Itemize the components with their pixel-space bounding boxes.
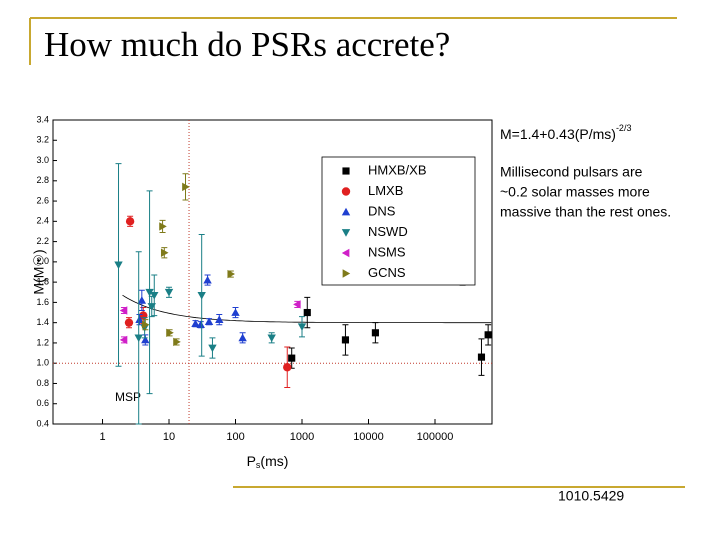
point xyxy=(238,333,247,342)
formula: M=1.4+0.43(P/ms)-2/3 xyxy=(500,123,631,141)
formula-sup: -2/3 xyxy=(616,123,632,133)
y-tick-label: 1.0 xyxy=(36,358,49,368)
legend-marker xyxy=(341,207,351,216)
legend-label: NSWD xyxy=(368,224,408,239)
msp-label: MSP xyxy=(115,390,141,404)
point xyxy=(303,308,311,317)
point xyxy=(477,353,486,361)
point xyxy=(203,275,212,284)
slide-title: How much do PSRs accrete? xyxy=(44,25,450,64)
y-tick-label: 3.0 xyxy=(36,155,49,165)
y-tick-label: 1.2 xyxy=(36,337,49,347)
x-label-sub: s xyxy=(256,460,261,470)
y-tick-label: 3.4 xyxy=(36,114,49,124)
point xyxy=(141,320,150,329)
legend-marker xyxy=(341,229,351,237)
x-tick-label: 100 xyxy=(226,431,244,443)
x-tick-label: 100000 xyxy=(417,431,454,443)
point xyxy=(293,300,301,309)
point xyxy=(227,269,236,279)
y-tick-label: 1.6 xyxy=(36,297,49,307)
y-tick-label: 3.2 xyxy=(36,135,49,145)
point xyxy=(231,308,240,316)
y-tick-label: 2.0 xyxy=(36,256,49,266)
y-tick-label: 0.4 xyxy=(36,418,49,428)
point xyxy=(164,288,174,297)
legend-label: HMXB/XB xyxy=(368,162,427,177)
x-tick-label: 1 xyxy=(99,431,105,443)
legend-marker xyxy=(342,269,351,278)
point xyxy=(196,320,205,329)
y-tick-label: 0.6 xyxy=(36,398,49,408)
y-tick-label: 2.8 xyxy=(36,175,49,185)
legend-marker xyxy=(341,187,351,196)
point xyxy=(119,335,128,345)
point xyxy=(137,296,147,304)
reference: 1010.5429 xyxy=(558,488,624,504)
point xyxy=(484,331,492,339)
y-tick-label: 1.4 xyxy=(36,317,49,327)
point xyxy=(141,335,150,344)
y-axis-label: M(M☉) xyxy=(31,249,47,294)
plot-area xyxy=(52,119,493,425)
point xyxy=(191,319,200,328)
y-tick-label: 2.2 xyxy=(36,236,49,246)
point xyxy=(297,323,307,331)
point xyxy=(125,217,135,226)
point xyxy=(267,334,276,343)
note-line: Millisecond pulsars are xyxy=(500,164,643,180)
formula-main: M=1.4+0.43(P/ms) xyxy=(500,126,616,142)
point xyxy=(150,291,159,300)
point xyxy=(134,334,143,343)
point xyxy=(204,317,214,326)
legend-label: LMXB xyxy=(368,183,403,198)
legend-label: GCNS xyxy=(368,265,406,280)
point xyxy=(160,248,169,257)
point xyxy=(197,291,206,300)
y-tick-label: 2.4 xyxy=(36,216,49,226)
x-tick-label: 10000 xyxy=(353,431,384,443)
point xyxy=(371,329,379,337)
point xyxy=(283,363,292,372)
x-tick-label: 10 xyxy=(163,431,175,443)
y-tick-label: 0.8 xyxy=(36,378,49,388)
legend-marker xyxy=(342,167,350,175)
x-label-rest: (ms) xyxy=(260,453,288,469)
point xyxy=(173,337,181,347)
point xyxy=(124,318,134,327)
x-tick-label: 1000 xyxy=(290,431,314,443)
point xyxy=(135,315,144,323)
point xyxy=(208,344,217,353)
y-tick-label: 2.6 xyxy=(36,195,49,205)
point xyxy=(114,261,123,270)
x-label-main: P xyxy=(247,453,256,469)
point xyxy=(145,288,154,297)
legend-marker xyxy=(341,248,350,258)
point xyxy=(182,182,190,192)
legend-box xyxy=(321,156,476,286)
legend-label: NSMS xyxy=(368,244,406,259)
point xyxy=(341,336,350,344)
note-line: ~0.2 solar masses more xyxy=(500,184,650,200)
point xyxy=(166,328,174,337)
point xyxy=(119,306,128,315)
chart: 0.4 0.6 0.8 1.0 1.2 1.4 1.6 1.8 2.0 2.2 2.4 2.6 2.8 3… xyxy=(31,114,493,471)
note-line: massive than the rest ones. xyxy=(500,204,671,220)
x-axis-label: Ps(ms) xyxy=(247,453,289,471)
legend-label: DNS xyxy=(368,203,396,218)
y-tick-label: 1.8 xyxy=(36,277,49,287)
point xyxy=(159,222,167,231)
point xyxy=(215,315,224,323)
point xyxy=(288,354,296,362)
